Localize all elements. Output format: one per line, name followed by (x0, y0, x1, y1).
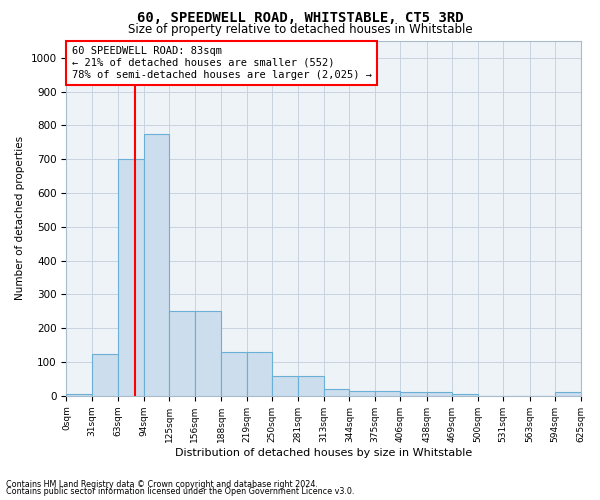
Bar (195, 312, 221, 396)
Text: Contains HM Land Registry data © Crown copyright and database right 2024.: Contains HM Land Registry data © Crown c… (6, 480, 318, 489)
Bar (92, 354, 118, 396)
Bar (298, 376, 324, 396)
Bar (67, 394, 92, 396)
Bar (400, 392, 427, 396)
Bar (144, 134, 169, 396)
Bar (118, 160, 144, 396)
Bar (349, 391, 375, 396)
Bar (169, 312, 195, 396)
Bar (452, 394, 478, 396)
Bar (427, 392, 452, 396)
Text: 60 SPEEDWELL ROAD: 83sqm
← 21% of detached houses are smaller (552)
78% of semi-: 60 SPEEDWELL ROAD: 83sqm ← 21% of detach… (71, 46, 371, 80)
Bar (324, 389, 349, 396)
Text: Size of property relative to detached houses in Whitstable: Size of property relative to detached ho… (128, 22, 472, 36)
Bar (375, 391, 400, 396)
Bar (272, 376, 298, 396)
Y-axis label: Number of detached properties: Number of detached properties (15, 136, 25, 300)
Text: Contains public sector information licensed under the Open Government Licence v3: Contains public sector information licen… (6, 487, 355, 496)
Bar (555, 392, 581, 396)
X-axis label: Distribution of detached houses by size in Whitstable: Distribution of detached houses by size … (175, 448, 472, 458)
Bar (221, 352, 247, 396)
Bar (247, 352, 272, 396)
Text: 60, SPEEDWELL ROAD, WHITSTABLE, CT5 3RD: 60, SPEEDWELL ROAD, WHITSTABLE, CT5 3RD (137, 11, 463, 25)
